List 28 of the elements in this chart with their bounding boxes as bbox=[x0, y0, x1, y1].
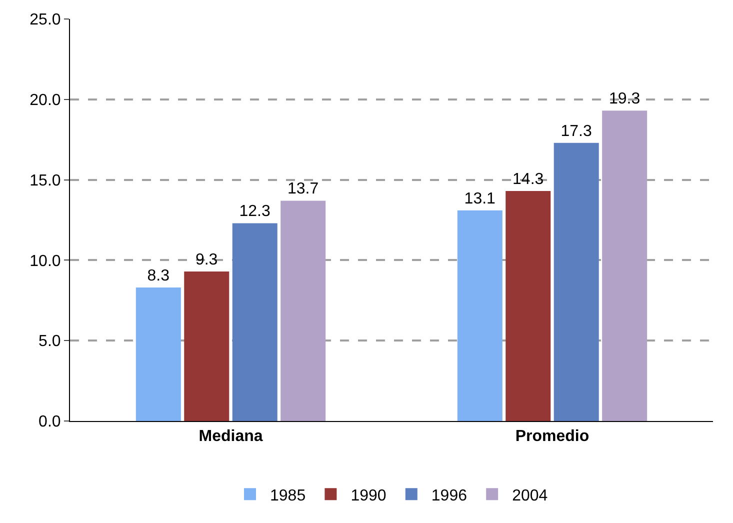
data-label: 19.3 bbox=[608, 90, 640, 108]
x-tick-label: Promedio bbox=[515, 428, 590, 446]
y-tick-label: 20.0 bbox=[30, 92, 61, 109]
bar bbox=[457, 210, 502, 421]
bar bbox=[280, 200, 326, 421]
bar bbox=[184, 271, 230, 421]
bar bbox=[506, 191, 551, 421]
data-label: 17.3 bbox=[560, 122, 592, 140]
data-label: 8.3 bbox=[147, 268, 170, 285]
data-label: 13.7 bbox=[287, 180, 319, 198]
y-tick-label: 5.0 bbox=[38, 333, 61, 350]
data-label: 14.3 bbox=[512, 171, 544, 188]
y-tick-label: 10.0 bbox=[30, 252, 61, 270]
data-label: 12.3 bbox=[239, 203, 270, 220]
legend-label: 1985 bbox=[270, 487, 306, 504]
y-tick-label: 25.0 bbox=[30, 12, 61, 29]
legend-label: 1996 bbox=[431, 487, 468, 504]
data-label: 13.1 bbox=[464, 190, 496, 208]
bar bbox=[232, 223, 278, 421]
y-tick-label: 15.0 bbox=[30, 172, 61, 190]
bar bbox=[136, 288, 181, 421]
data-label: 9.3 bbox=[195, 251, 218, 268]
legend-label: 1990 bbox=[350, 487, 386, 504]
bar bbox=[602, 110, 648, 421]
x-tick-label: Mediana bbox=[198, 428, 263, 446]
bar bbox=[554, 142, 599, 421]
y-tick-label: 0.0 bbox=[38, 414, 61, 431]
legend-label: 2004 bbox=[512, 487, 548, 504]
